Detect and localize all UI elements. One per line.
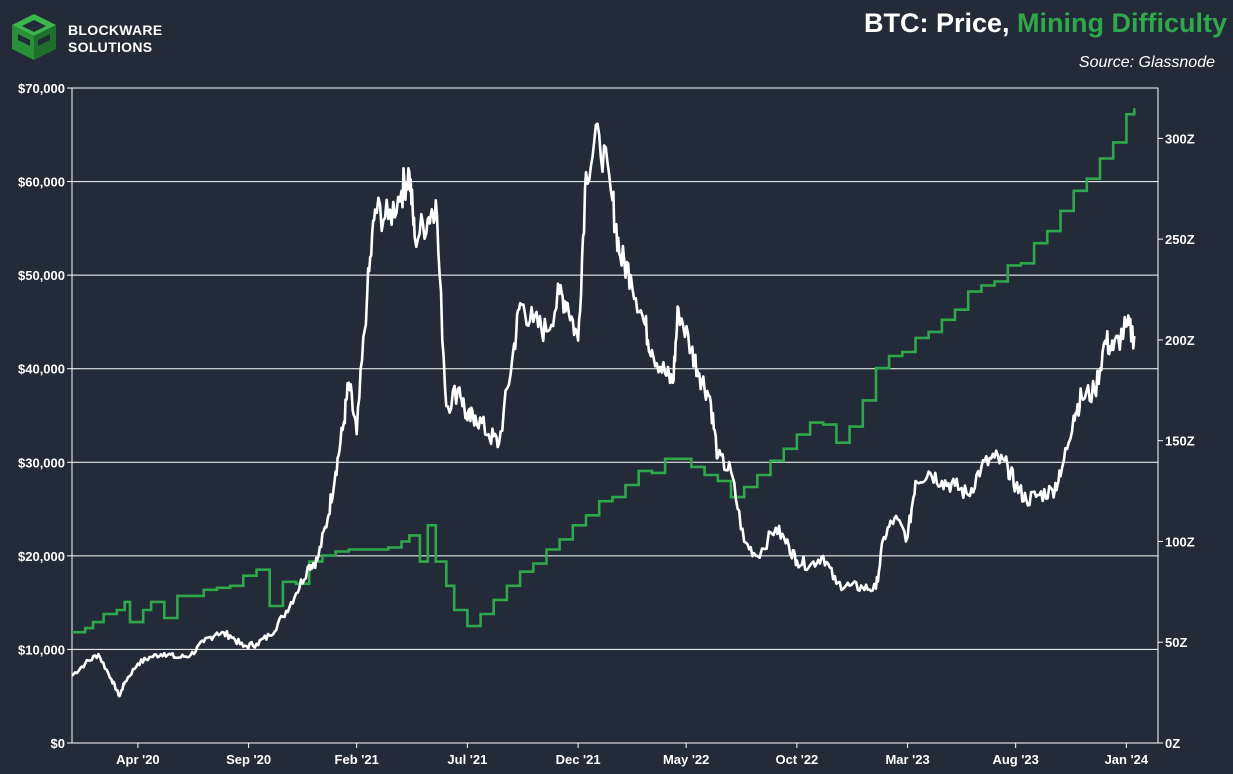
blockware-logo: BLOCKWARE SOLUTIONS (10, 12, 170, 62)
left-tick-label: $70,000 (18, 81, 65, 96)
right-tick-label: 200Z (1165, 333, 1195, 348)
chart-subtitle: Source: Glassnode (1078, 54, 1215, 71)
left-axis: $0 $10,000 $20,000 $30,000 $40,000 $50,000 $60… (18, 81, 72, 751)
x-tick-label: Sep '20 (226, 752, 271, 767)
gridlines (72, 87, 1158, 650)
x-tick-label: Aug '23 (992, 752, 1038, 767)
x-tick-label: Apr '20 (116, 752, 160, 767)
chart-title: BTC: Price, Mining Difficulty (864, 8, 1227, 39)
right-tick-label: 300Z (1165, 131, 1195, 146)
x-tick-label: Jan '24 (1105, 752, 1149, 767)
x-tick-label: Feb '21 (335, 752, 379, 767)
x-tick-label: Jul '21 (447, 752, 487, 767)
x-tick-label: Mar '23 (885, 752, 929, 767)
x-tick-label: Oct '22 (775, 752, 818, 767)
right-tick-label: 100Z (1165, 534, 1195, 549)
brand-line-2: SOLUTIONS (68, 39, 153, 55)
right-tick-label: 250Z (1165, 232, 1195, 247)
x-tick-label: Dec '21 (556, 752, 601, 767)
left-tick-label: $40,000 (18, 362, 65, 377)
right-axis: 0Z 50Z 100Z 150Z 200Z 250Z 300Z (1158, 131, 1195, 751)
right-tick-label: 150Z (1165, 434, 1195, 449)
plot-frame (71, 87, 1159, 744)
left-tick-label: $20,000 (18, 549, 65, 564)
right-tick-label: 50Z (1165, 635, 1187, 650)
difficulty-series-line (72, 108, 1136, 634)
x-tick-label: May '22 (663, 752, 709, 767)
blockware-cube-icon (12, 14, 56, 60)
title-difficulty: Mining Difficulty (1017, 8, 1227, 38)
left-tick-label: $30,000 (18, 455, 65, 470)
left-tick-label: $50,000 (18, 268, 65, 283)
left-tick-label: $0 (51, 736, 65, 751)
left-tick-label: $60,000 (18, 175, 65, 190)
price-series-line (71, 122, 1136, 698)
x-axis: Apr '20 Sep '20 Feb '21 Jul '21 Dec '21 May '… (116, 743, 1149, 767)
left-tick-label: $10,000 (18, 642, 65, 657)
right-tick-label: 0Z (1165, 736, 1180, 751)
title-price: BTC: Price, (863, 8, 1018, 38)
brand-line-1: BLOCKWARE (68, 22, 163, 38)
